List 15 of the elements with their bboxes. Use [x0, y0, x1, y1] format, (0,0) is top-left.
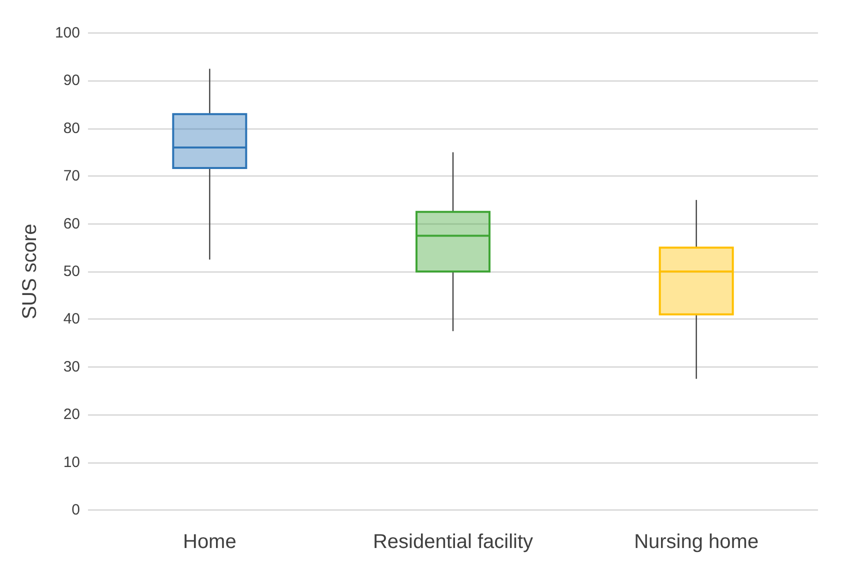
y-tick-label: 80	[63, 120, 80, 137]
x-tick-label: Nursing home	[634, 531, 759, 553]
y-tick-label: 30	[63, 358, 80, 376]
y-tick-label: 10	[63, 454, 80, 471]
y-tick-label: 70	[63, 168, 80, 185]
y-tick-label: 50	[63, 263, 80, 280]
y-tick-label: 40	[63, 310, 80, 328]
y-tick-label: 100	[54, 24, 80, 42]
y-tick-label: 20	[63, 406, 80, 424]
x-tick-label: Residential facility	[372, 531, 534, 553]
y-tick-label: 0	[72, 502, 80, 518]
y-axis-title: SUS score	[19, 224, 41, 320]
x-tick-label: Home	[182, 531, 236, 553]
y-tick-label: 60	[63, 215, 80, 232]
y-tick-label: 90	[63, 72, 80, 90]
